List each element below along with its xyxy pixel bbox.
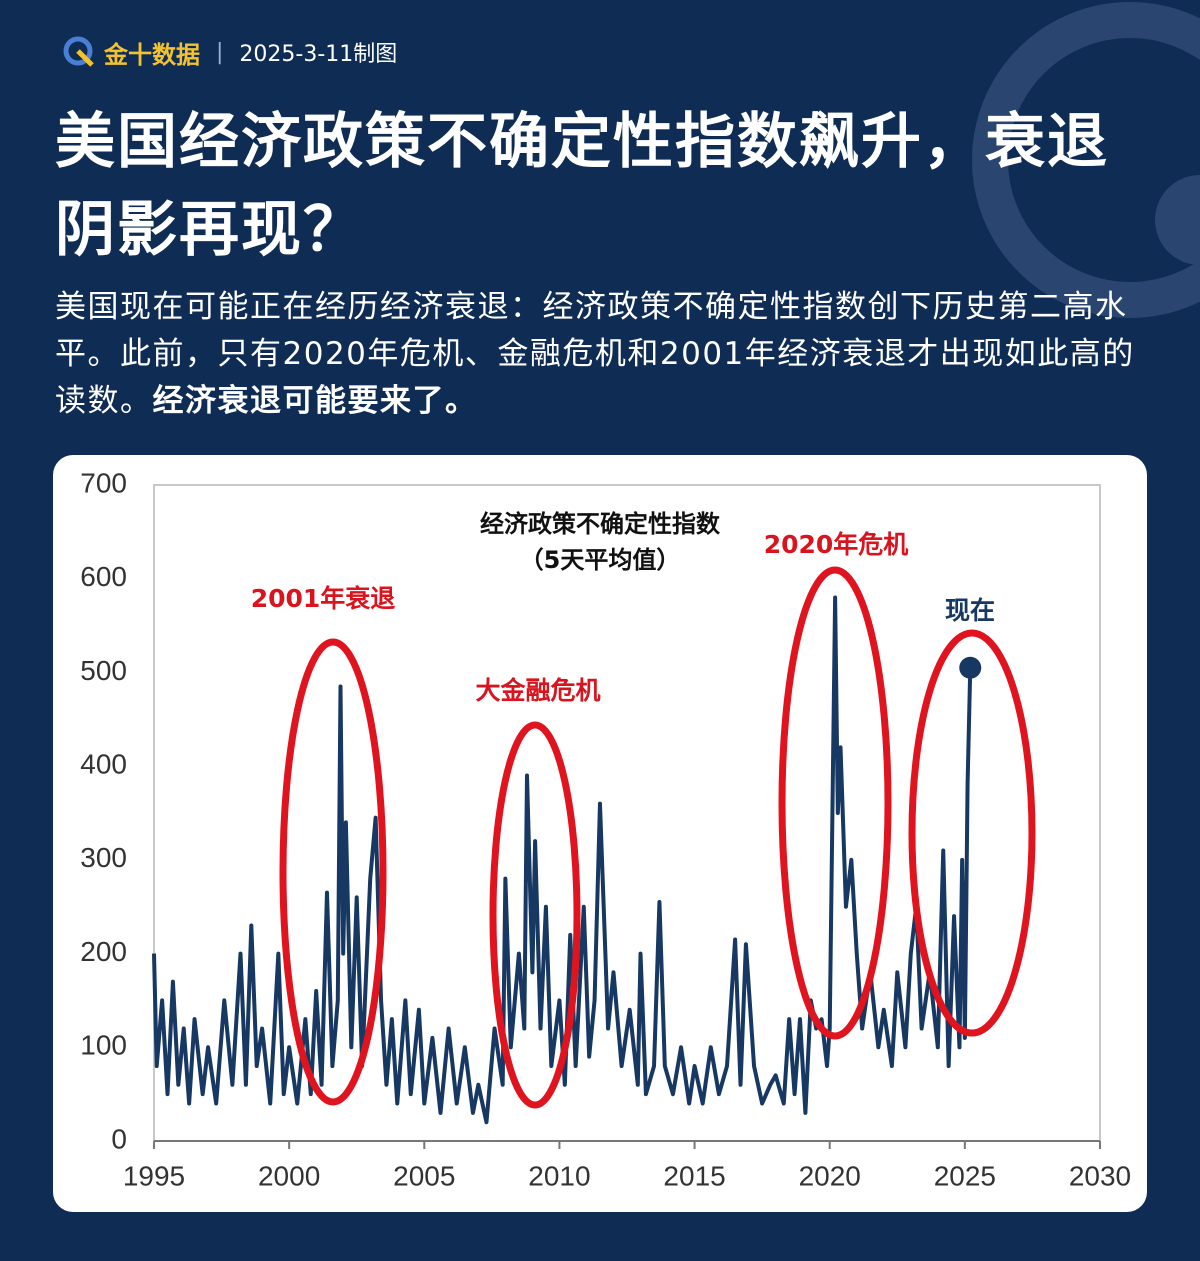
y-tick-label: 500 [80, 655, 127, 686]
chart-title: 经济政策不确定性指数 [480, 510, 721, 538]
highlight-ellipse [489, 721, 581, 1109]
annotation: 现在 [945, 596, 995, 625]
x-tick-label: 2010 [528, 1160, 590, 1191]
y-tick-label: 300 [80, 842, 127, 873]
logo-icon [63, 36, 94, 67]
annotation: 2001年衰退 [251, 584, 396, 613]
x-tick-label: 2015 [663, 1160, 725, 1191]
brand: 金十数据 | 2025-3-11制图 [62, 34, 397, 70]
x-tick-label: 2020 [799, 1160, 861, 1191]
y-tick-label: 200 [80, 936, 127, 967]
annotation: 2020年危机 [764, 530, 909, 559]
description: 美国现在可能正在经历经济衰退：经济政策不确定性指数创下历史第二高水平。此前，只有… [55, 284, 1155, 425]
y-tick-label: 100 [80, 1030, 127, 1061]
logo-text: 金十数据 [104, 40, 200, 69]
y-tick-label: 0 [111, 1123, 127, 1154]
body-text: 美国现在可能正在经历经济衰退：经济政策不确定性指数创下历史第二高水平。此前，只有… [55, 289, 1135, 419]
annotation: 大金融危机 [475, 676, 600, 705]
y-tick-label: 600 [80, 561, 127, 592]
deco-ring [972, 2, 1200, 318]
highlight-ellipse [908, 629, 1036, 1037]
x-tick-label: 2005 [393, 1160, 455, 1191]
date: 2025-3-11制图 [239, 42, 398, 67]
line [152, 595, 973, 1125]
chart: 0 100 200 300 400 500 600 700 1995 2000 2005 2010 20… [53, 455, 1147, 1212]
y-tick-label: 400 [80, 749, 127, 780]
current-point [959, 656, 982, 679]
x-tick-label: 2000 [258, 1160, 320, 1191]
separator: | [216, 39, 224, 65]
y-tick-label: 700 [80, 467, 127, 498]
deco-dot [1155, 175, 1200, 265]
title: 美国经济政策不确定性指数飙升，衰退阴影再现？ [55, 107, 1109, 265]
body-bold: 经济衰退可能要来了。 [152, 383, 478, 419]
x-tick-label: 2030 [1069, 1160, 1131, 1191]
x-tick-label: 2025 [934, 1160, 996, 1191]
x-tick-label: 1995 [123, 1160, 185, 1191]
highlight-ellipse [279, 638, 387, 1106]
highlight-ellipse [778, 566, 892, 1040]
chart-subtitle: （5天平均值） [520, 546, 681, 574]
